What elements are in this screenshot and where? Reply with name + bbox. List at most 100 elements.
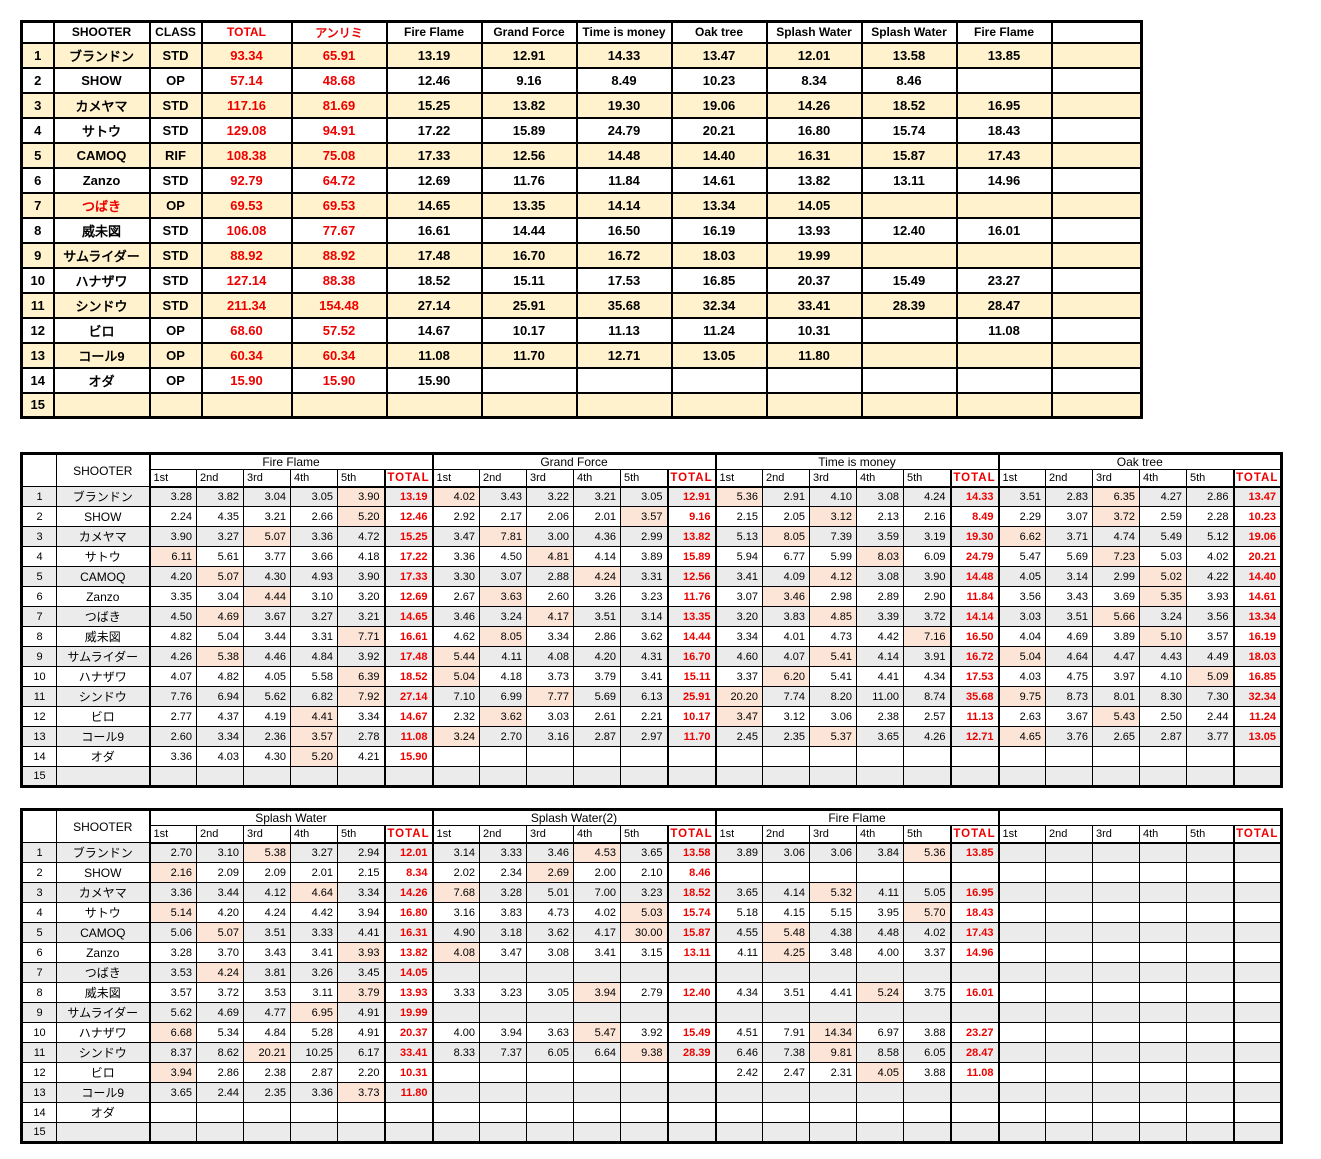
attempt-score-cell: 3.31	[290, 626, 338, 647]
attempt-score-cell	[1045, 942, 1093, 963]
attempt-score-cell: 3.04	[243, 486, 291, 507]
attempt-score-cell: 5.09	[1186, 666, 1234, 687]
stage-total-cell: 15.89	[480, 116, 578, 144]
stage-total-cell: 27.14	[383, 686, 434, 707]
stage-total-cell: 16.85	[670, 266, 768, 294]
attempt-score-cell: 2.06	[526, 506, 574, 527]
attempt-score-cell	[903, 766, 951, 787]
row-number-cell: 8	[20, 216, 55, 244]
stage-total-cell	[860, 191, 958, 219]
stage-total-cell: 17.48	[385, 241, 483, 269]
stage-total-cell: 15.25	[383, 526, 434, 547]
stage-total-cell: 18.03	[670, 241, 768, 269]
attempt-score-cell: 2.83	[1045, 486, 1093, 507]
summary-col-header: Fire Flame	[955, 20, 1053, 44]
attempt-score-cell: 3.07	[479, 566, 527, 587]
stage-total-cell: 16.19	[1232, 626, 1283, 647]
attempt-score-cell	[714, 1082, 763, 1103]
attempt-score-cell: 4.69	[196, 606, 244, 627]
attempt-score-cell: 20.20	[714, 686, 763, 707]
stage-total-cell	[575, 391, 673, 419]
attempt-score-cell: 2.10	[620, 862, 668, 883]
stage-total-cell	[1232, 942, 1283, 963]
stage-total-cell: 12.01	[765, 41, 863, 69]
attempt-score-cell	[997, 922, 1046, 943]
row-number-cell: 12	[21, 706, 57, 727]
stage-total-cell: 13.19	[385, 41, 483, 69]
stage-total-cell: 13.85	[949, 842, 1000, 863]
stage-total-cell: 10.23	[1232, 506, 1283, 527]
attempt-score-cell: 3.69	[1092, 586, 1140, 607]
stage-total-cell: 16.01	[955, 216, 1053, 244]
stage-total-cell: 15.87	[666, 922, 717, 943]
attempt-col-header: 5th	[620, 469, 668, 488]
stage-total-cell: 11.76	[480, 166, 578, 194]
stage-total-cell: 12.91	[480, 41, 578, 69]
shooter-name-cell: サトウ	[52, 116, 151, 144]
stage-total-cell	[955, 341, 1053, 369]
stage-total-cell: 16.70	[666, 646, 717, 667]
attempt-score-cell	[479, 1002, 527, 1023]
attempt-score-cell	[573, 1082, 621, 1103]
attempt-score-cell: 9.38	[620, 1042, 668, 1063]
summary-col-header: Splash Water	[765, 20, 863, 44]
row-number-cell: 5	[21, 922, 57, 943]
attempt-score-cell: 5.62	[148, 1002, 197, 1023]
stage-total-cell: 13.19	[383, 486, 434, 507]
attempt-col-header: 5th	[903, 825, 951, 844]
attempt-score-cell: 4.24	[196, 962, 244, 983]
attempt-score-cell: 3.08	[856, 486, 904, 507]
attempt-score-cell: 2.97	[620, 726, 668, 747]
attempt-col-header: 1st	[997, 825, 1046, 844]
attempt-score-cell: 4.18	[337, 546, 385, 567]
stage-total-cell	[1232, 902, 1283, 923]
stage-total-cell: 13.82	[765, 166, 863, 194]
attempt-score-cell: 4.60	[714, 646, 763, 667]
attempt-score-cell	[196, 1102, 244, 1123]
stage-total-cell	[955, 66, 1053, 94]
attempt-score-cell: 6.99	[479, 686, 527, 707]
row-number-cell: 15	[20, 391, 55, 419]
attempt-score-cell: 3.65	[714, 882, 763, 903]
attempt-score-cell: 2.59	[1139, 506, 1187, 527]
grand-total-cell: 117.16	[200, 91, 293, 119]
stage-total-cell: 10.31	[383, 1062, 434, 1083]
stage-total-cell: 16.50	[575, 216, 673, 244]
attempt-score-cell: 3.22	[526, 486, 574, 507]
attempt-score-cell: 3.72	[903, 606, 951, 627]
attempt-score-cell: 4.12	[809, 566, 857, 587]
attempt-score-cell	[620, 1122, 668, 1143]
attempt-score-cell	[714, 1122, 763, 1143]
attempt-score-cell	[1092, 1122, 1140, 1143]
attempt-score-cell: 3.08	[856, 566, 904, 587]
stage-total-cell: 8.46	[860, 66, 958, 94]
attempt-score-cell: 3.47	[479, 942, 527, 963]
attempt-score-cell	[1045, 1122, 1093, 1143]
unlimited-total-cell: 64.72	[290, 166, 388, 194]
detail-row: 13 コール9 3.65 2.44 2.35 3.36 3.73 11.80	[21, 1082, 1283, 1103]
attempt-score-cell	[1139, 746, 1187, 767]
unlimited-total-cell: 65.91	[290, 41, 388, 69]
attempt-score-cell: 3.51	[997, 486, 1046, 507]
attempt-score-cell: 2.36	[243, 726, 291, 747]
attempt-score-cell	[997, 842, 1046, 863]
attempt-score-cell: 4.93	[290, 566, 338, 587]
attempt-score-cell: 2.65	[1092, 726, 1140, 747]
attempt-score-cell: 2.70	[148, 842, 197, 863]
attempt-score-cell: 4.82	[196, 666, 244, 687]
stage-total-cell: 19.99	[383, 1002, 434, 1023]
attempt-score-cell: 6.09	[903, 546, 951, 567]
attempt-score-cell	[1186, 1042, 1234, 1063]
attempt-score-cell: 4.17	[573, 922, 621, 943]
attempt-score-cell: 3.05	[620, 486, 668, 507]
shooter-name-cell: Zanzo	[52, 166, 151, 194]
stage-total-cell	[666, 1002, 717, 1023]
attempt-score-cell: 6.17	[337, 1042, 385, 1063]
shooter-name-cell: つばき	[52, 191, 151, 219]
attempt-score-cell: 7.23	[1092, 546, 1140, 567]
attempt-score-cell: 3.28	[479, 882, 527, 903]
attempt-score-cell: 4.53	[573, 842, 621, 863]
attempt-col-header: 1st	[148, 469, 197, 488]
attempt-score-cell: 3.94	[337, 902, 385, 923]
row-number-cell: 3	[21, 526, 57, 547]
